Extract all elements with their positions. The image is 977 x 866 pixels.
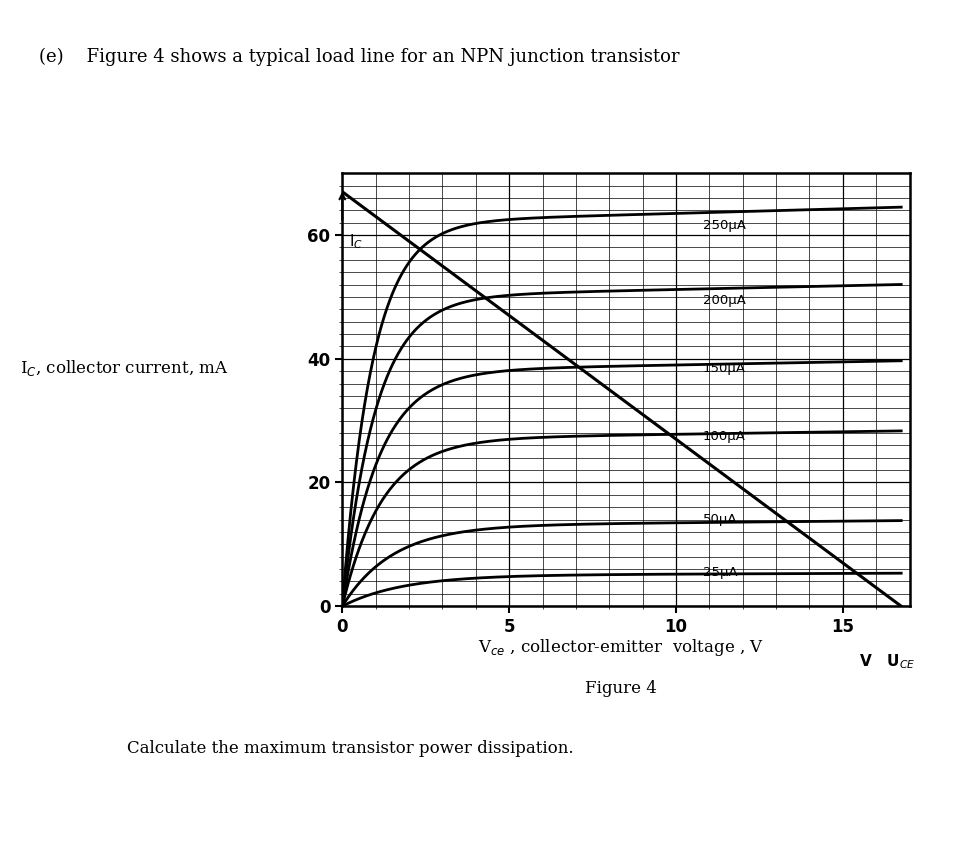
- Text: V   U$_{CE}$: V U$_{CE}$: [859, 653, 915, 671]
- Text: Figure 4: Figure 4: [584, 680, 657, 697]
- Text: 100μA: 100μA: [701, 430, 744, 443]
- Text: 150μA: 150μA: [701, 361, 744, 375]
- Text: I$_C$: I$_C$: [349, 232, 362, 250]
- Text: Calculate the maximum transistor power dissipation.: Calculate the maximum transistor power d…: [127, 740, 573, 758]
- Text: 50μA: 50μA: [701, 513, 737, 527]
- Text: V$_{ce}$ , collector-emitter  voltage , V: V$_{ce}$ , collector-emitter voltage , V: [478, 637, 763, 657]
- Text: 200μA: 200μA: [701, 294, 744, 307]
- Text: (e)    Figure 4 shows a typical load line for an NPN junction transistor: (e) Figure 4 shows a typical load line f…: [39, 48, 679, 66]
- Text: I$_C$, collector current, mA: I$_C$, collector current, mA: [20, 358, 228, 378]
- Text: 250μA: 250μA: [701, 219, 744, 232]
- Text: 25μA: 25μA: [701, 565, 737, 578]
